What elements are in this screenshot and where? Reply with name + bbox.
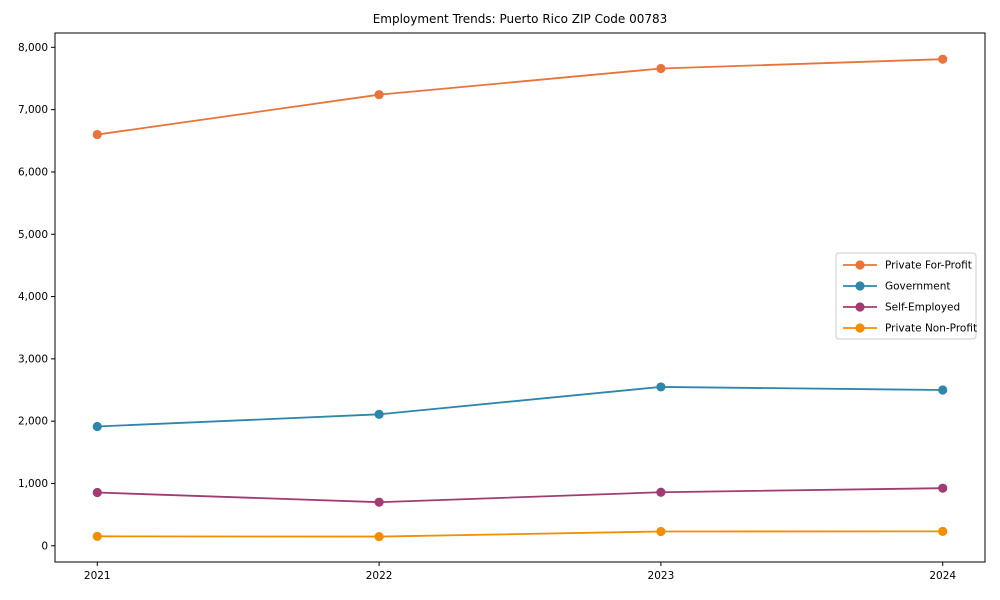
data-point-marker: [92, 129, 102, 140]
x-tick-label: 2023: [648, 570, 675, 582]
data-point-marker: [938, 483, 948, 493]
y-tick-label: 1,000: [18, 478, 48, 490]
data-point-marker: [374, 497, 384, 507]
x-tick-label: 2022: [366, 570, 393, 582]
data-point-marker: [92, 487, 102, 498]
data-point-marker: [656, 382, 666, 392]
chart-title: Employment Trends: Puerto Rico ZIP Code …: [372, 12, 668, 26]
legend-marker-dot: [855, 281, 865, 291]
y-tick-label: 7,000: [18, 104, 48, 116]
data-point-marker: [656, 526, 666, 537]
legend-box: [835, 252, 977, 340]
series-line-government: [97, 386, 943, 428]
data-point-marker: [374, 90, 384, 100]
data-point-marker: [938, 526, 948, 536]
x-tick-label: 2021: [84, 570, 111, 582]
data-point-marker: [656, 487, 666, 497]
x-tick-label: 2024: [929, 570, 956, 582]
legend-marker-dot: [855, 302, 865, 312]
y-tick-label: 8,000: [18, 42, 48, 54]
y-tick-label: 0: [41, 540, 48, 552]
legend-label: Government: [885, 281, 950, 293]
data-point-marker: [374, 531, 384, 542]
series-line-self-employed: [97, 487, 943, 504]
data-point-marker: [938, 385, 948, 395]
legend-label: Self-Employed: [885, 302, 960, 314]
data-point-marker: [938, 54, 948, 64]
axes-frame: [54, 32, 986, 563]
y-tick-label: 3,000: [18, 353, 48, 365]
data-point-marker: [374, 409, 384, 419]
data-point-marker: [656, 63, 666, 74]
legend-label: Private For-Profit: [885, 260, 972, 272]
y-tick-label: 5,000: [18, 229, 48, 241]
y-tick-label: 4,000: [18, 291, 48, 303]
y-tick-label: 6,000: [18, 166, 48, 178]
series-line-private-non-profit: [97, 530, 943, 538]
data-point-marker: [92, 531, 102, 541]
data-point-marker: [92, 421, 102, 432]
legend-marker-dot: [855, 323, 865, 333]
series-line-private-for-profit: [97, 58, 943, 136]
y-tick-label: 2,000: [18, 416, 48, 428]
legend-marker-dot: [855, 260, 865, 270]
legend-label: Private Non-Profit: [885, 323, 977, 335]
